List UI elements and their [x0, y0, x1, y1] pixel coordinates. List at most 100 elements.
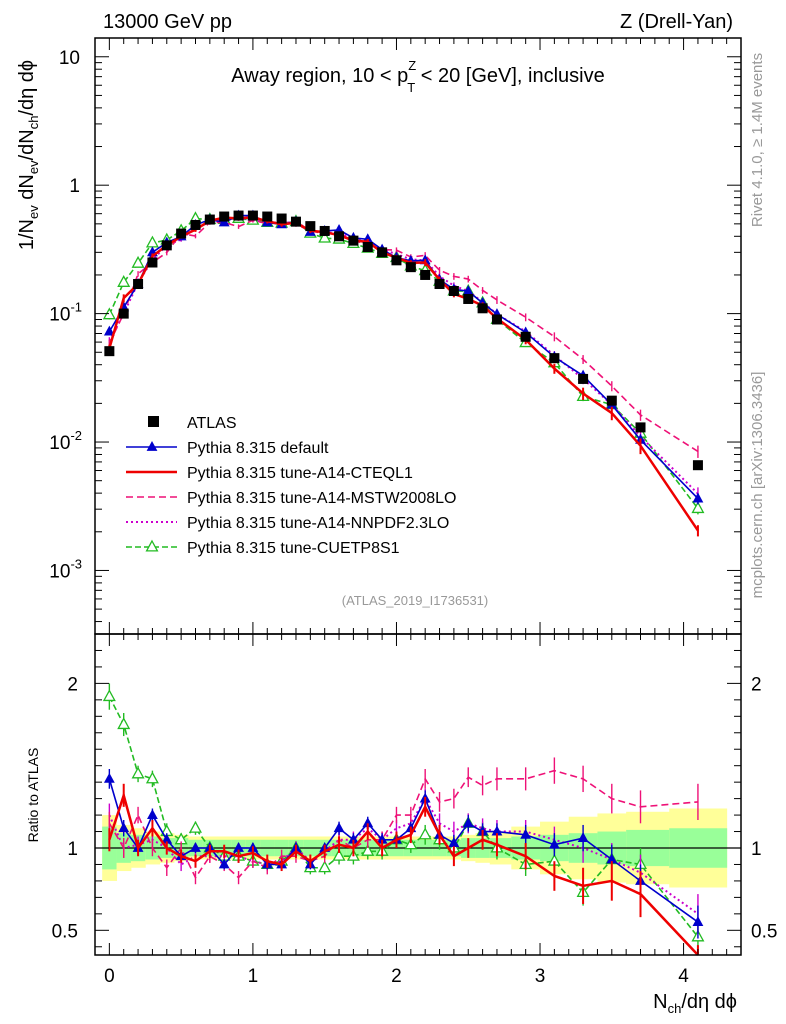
data-point-atlas [204, 214, 215, 225]
data-point-atlas [549, 353, 560, 364]
legend-entry: Pythia 8.315 tune-A14-MSTW2008LO [126, 490, 456, 507]
y-tick-base: 10 [49, 433, 70, 454]
ratio-point-0 [233, 842, 244, 852]
series-point-4 [318, 230, 332, 243]
legend-marker-atlas [148, 416, 159, 427]
data-point-atlas [606, 395, 617, 406]
y-tick-base: 10 [49, 561, 70, 582]
legend-label: Pythia 8.315 default [187, 440, 329, 457]
data-point-atlas [219, 211, 230, 222]
y-tick-exp: -1 [70, 300, 82, 315]
y-tick-label: 10-3 [49, 556, 82, 582]
ratio-tick-label-right: 2 [751, 674, 762, 695]
data-point-atlas [247, 210, 258, 221]
ylabel-b: dN [16, 174, 38, 205]
y-tick-label: 10-2 [49, 428, 82, 454]
ratio-point-4 [102, 689, 116, 702]
x-tick-label: 0 [104, 966, 115, 987]
ratio-y-axis-label: Ratio to ATLAS [25, 748, 41, 843]
ylabel-c-sub: ch [26, 116, 41, 130]
ratio-point-0 [491, 825, 503, 836]
data-point-atlas [133, 279, 144, 290]
chart-title: Away region, 10 < pZ T < 20 [GeV], inclus… [231, 58, 604, 95]
ratio-line-1 [108, 790, 699, 956]
ratio-point-4 [131, 766, 145, 779]
ratio-point-0 [147, 809, 158, 819]
series-line-4 [108, 217, 699, 509]
data-point-atlas [161, 240, 172, 251]
ylabel-d: /dη dϕ [16, 60, 38, 116]
legend-label: Pythia 8.315 tune-CUETP8S1 [187, 540, 400, 557]
ratio-point-4 [318, 860, 332, 873]
x-tick-label: 4 [678, 966, 689, 987]
x-tick-label: 1 [248, 966, 259, 987]
series-point-4 [117, 275, 131, 287]
ratio-point-0 [161, 833, 173, 844]
legend-label: Pythia 8.315 tune-A14-NNPDF2.3LO [187, 515, 449, 532]
ratio-point-0 [376, 833, 388, 844]
y-tick-base: 10 [49, 305, 70, 326]
ratio-point-0 [448, 837, 460, 847]
ratio-point-0 [692, 916, 704, 926]
main-panel-content [102, 209, 705, 537]
x-axis-label: Nch/dη dϕ [653, 991, 737, 1016]
ylabel-a-sub: ev [26, 205, 41, 219]
series-point-4 [691, 501, 705, 514]
ylabel-a: 1/N [16, 219, 38, 250]
ratio-point-0 [577, 832, 589, 843]
x-tick-label: 2 [391, 966, 402, 987]
data-point-atlas [362, 242, 373, 253]
ratio-point-0 [118, 822, 130, 833]
xlabel-rest: /dη dϕ [681, 991, 737, 1013]
data-point-atlas [233, 210, 244, 221]
y-axis-label: 1/Nev dNev/dNch/dη dϕ [16, 60, 41, 250]
data-point-atlas [334, 231, 345, 242]
analysis-id: (ATLAS_2019_I1736531) [342, 593, 488, 608]
ratio-point-0 [548, 838, 560, 849]
ratio-panel-content [95, 683, 741, 956]
y-tick-label: 1 [69, 176, 80, 197]
header-right: Z (Drell-Yan) [620, 11, 733, 33]
series-point-0 [103, 325, 115, 336]
ratio-point-0 [333, 822, 345, 833]
data-point-atlas [692, 460, 703, 471]
ratio-point-0 [362, 817, 374, 828]
legend-marker [145, 539, 159, 552]
ratio-tick-label-left: 1 [67, 839, 78, 860]
ratio-point-0 [462, 817, 474, 828]
ratio-tick-label-right: 0.5 [751, 921, 777, 942]
rivet-label: Rivet 4.1.0, ≥ 1.4M events [749, 53, 766, 227]
data-point-atlas [348, 235, 359, 246]
ratio-point-4 [418, 827, 432, 840]
title-sub: T [407, 80, 415, 95]
data-point-atlas [305, 221, 316, 232]
legend-entry: ATLAS [148, 415, 237, 432]
data-point-atlas [391, 255, 402, 266]
data-point-atlas [448, 285, 459, 296]
title-before: Away region, 10 < p [231, 65, 408, 87]
ratio-point-0 [190, 842, 201, 852]
data-point-atlas [118, 308, 129, 319]
series-line-1 [108, 216, 699, 532]
ratio-line-4 [108, 696, 699, 938]
series-line-3 [108, 217, 699, 495]
ratio-point-0 [606, 853, 618, 864]
ylabel-b-sub: ev [26, 160, 41, 174]
data-point-atlas [262, 211, 273, 222]
y-tick-exp: -2 [70, 428, 82, 443]
ratio-point-0 [103, 772, 115, 783]
data-point-atlas [290, 216, 301, 227]
ratio-point-4 [145, 771, 159, 784]
data-point-atlas [463, 293, 474, 304]
data-point-atlas [635, 422, 646, 433]
data-point-atlas [176, 228, 187, 239]
title-sup: Z [408, 58, 416, 73]
series-line-0 [108, 214, 699, 500]
ratio-line-0 [108, 778, 699, 923]
y-tick-exp: -3 [70, 556, 82, 571]
ratio-point-4 [188, 820, 202, 833]
data-point-atlas [491, 314, 502, 325]
ylabel-c: /dN [16, 129, 38, 160]
